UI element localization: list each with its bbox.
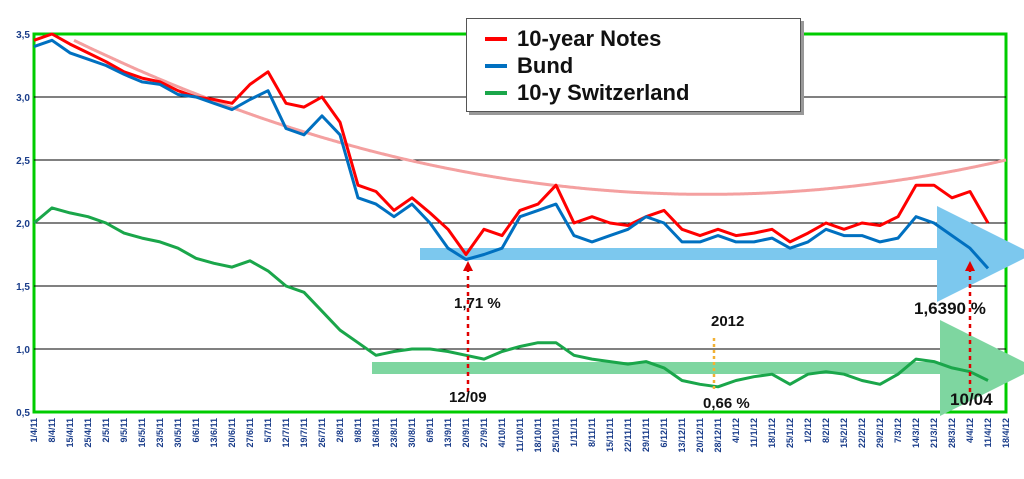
x-tick-label: 23/8/11 [389, 418, 399, 448]
x-tick-label: 25/4/11 [83, 418, 93, 448]
legend-item-notes: 10-year Notes [485, 25, 661, 53]
annotation-swiss-low: 0,66 % [703, 395, 750, 412]
y-tick-label: 1,0 [16, 345, 30, 356]
series-layer [33, 32, 990, 389]
x-tick-label: 28/3/12 [947, 418, 957, 448]
x-tick-label: 21/3/12 [929, 418, 939, 448]
x-tick-label: 20/12/11 [695, 418, 705, 453]
x-tick-label: 15/11/11 [605, 418, 615, 452]
x-tick-label: 4/1/12 [731, 418, 741, 443]
x-tick-label: 11/4/12 [983, 418, 993, 448]
legend: 10-year Notes Bund 10-y Switzerland [466, 18, 801, 112]
legend-swatch-notes [485, 37, 507, 41]
y-tick-label: 3,5 [16, 30, 30, 41]
x-tick-label: 11/1/12 [749, 418, 759, 448]
x-tick-label: 30/5/11 [173, 418, 183, 448]
x-tick-label: 1/2/12 [803, 418, 813, 443]
x-tick-label: 13/6/11 [209, 418, 219, 448]
x-tick-label: 25/10/11 [551, 418, 561, 453]
legend-swatch-bund [485, 64, 507, 68]
marker-layer: 1,71 % 12/09 2012 0,66 % 1,6390 % 10/04 [449, 261, 993, 412]
x-tick-label: 26/7/11 [317, 418, 327, 448]
x-tick-label: 9/8/11 [353, 418, 363, 443]
x-tick-label: 2/8/11 [335, 418, 345, 443]
x-tick-label: 12/7/11 [281, 418, 291, 448]
annotation-low-date: 12/09 [449, 389, 487, 406]
x-tick-label: 8/4/11 [47, 418, 57, 443]
arrow-layer [372, 206, 1024, 416]
x-tick-label: 4/4/12 [965, 418, 975, 443]
x-tick-label: 27/6/11 [245, 418, 255, 448]
x-axis: 1/4/11 8/4/11 15/4/11 25/4/11 2/5/11 9/5/11 16… [29, 418, 1011, 453]
y-tick-label: 2,0 [16, 219, 30, 230]
x-tick-label: 1/11/11 [569, 418, 579, 447]
x-tick-label: 18/10/11 [533, 418, 543, 453]
y-tick-label: 1,5 [16, 282, 30, 293]
x-tick-label: 4/10/11 [497, 418, 507, 448]
x-tick-label: 19/7/11 [299, 418, 309, 448]
x-tick-label: 20/6/11 [227, 418, 237, 448]
x-tick-label: 11/10/11 [515, 418, 525, 452]
y-tick-label: 2,5 [16, 156, 30, 167]
x-tick-label: 20/9/11 [461, 418, 471, 448]
x-tick-label: 8/11/11 [587, 418, 597, 447]
annotation-year: 2012 [711, 313, 744, 330]
x-tick-label: 6/12/11 [659, 418, 669, 448]
legend-label-notes: 10-year Notes [517, 26, 662, 51]
annotation-bund-low: 1,6390 % [914, 299, 986, 318]
x-tick-label: 2/5/11 [101, 418, 111, 443]
legend-swatch-switzerland [485, 91, 507, 95]
x-tick-label: 13/9/11 [443, 418, 453, 448]
legend-item-switzerland: 10-y Switzerland [485, 79, 689, 107]
x-tick-label: 7/3/12 [893, 418, 903, 443]
x-tick-label: 18/4/12 [1001, 418, 1011, 448]
x-tick-label: 8/2/12 [821, 418, 831, 443]
series-line-bund [33, 38, 990, 270]
x-tick-label: 15/2/12 [839, 418, 849, 448]
y-tick-label: 3,0 [16, 93, 30, 104]
x-tick-label: 6/6/11 [191, 418, 201, 443]
annotation-last-date: 10/04 [950, 390, 993, 409]
x-tick-label: 28/12/11 [713, 418, 723, 453]
x-tick-label: 30/8/11 [407, 418, 417, 448]
x-tick-label: 5/7/11 [263, 418, 273, 443]
x-tick-label: 23/5/11 [155, 418, 165, 448]
x-tick-label: 29/2/12 [875, 418, 885, 448]
x-tick-label: 9/5/11 [119, 418, 129, 443]
x-tick-label: 18/1/12 [767, 418, 777, 448]
x-tick-label: 13/12/11 [677, 418, 687, 453]
trend-curve [73, 38, 1007, 196]
x-tick-label: 29/11/11 [641, 418, 651, 452]
x-tick-label: 1/4/11 [29, 418, 39, 443]
x-tick-label: 16/8/11 [371, 418, 381, 448]
legend-label-switzerland: 10-y Switzerland [517, 80, 690, 105]
x-tick-label: 16/5/11 [137, 418, 147, 448]
y-axis: 0,5 1,0 1,5 2,0 2,5 3,0 3,5 [16, 30, 30, 419]
annotation-low-notes-value: 1,71 % [454, 295, 501, 312]
x-tick-label: 22/11/11 [623, 418, 633, 452]
x-tick-label: 14/3/12 [911, 418, 921, 448]
legend-label-bund: Bund [517, 53, 574, 78]
x-tick-label: 22/2/12 [857, 418, 867, 448]
x-tick-label: 15/4/11 [65, 418, 75, 448]
x-tick-label: 25/1/12 [785, 418, 795, 448]
x-tick-label: 27/9/11 [479, 418, 489, 448]
series-line-switzerland [33, 206, 989, 389]
y-tick-label: 0,5 [16, 408, 30, 419]
legend-item-bund: Bund [485, 52, 573, 80]
x-tick-label: 6/9/11 [425, 418, 435, 443]
